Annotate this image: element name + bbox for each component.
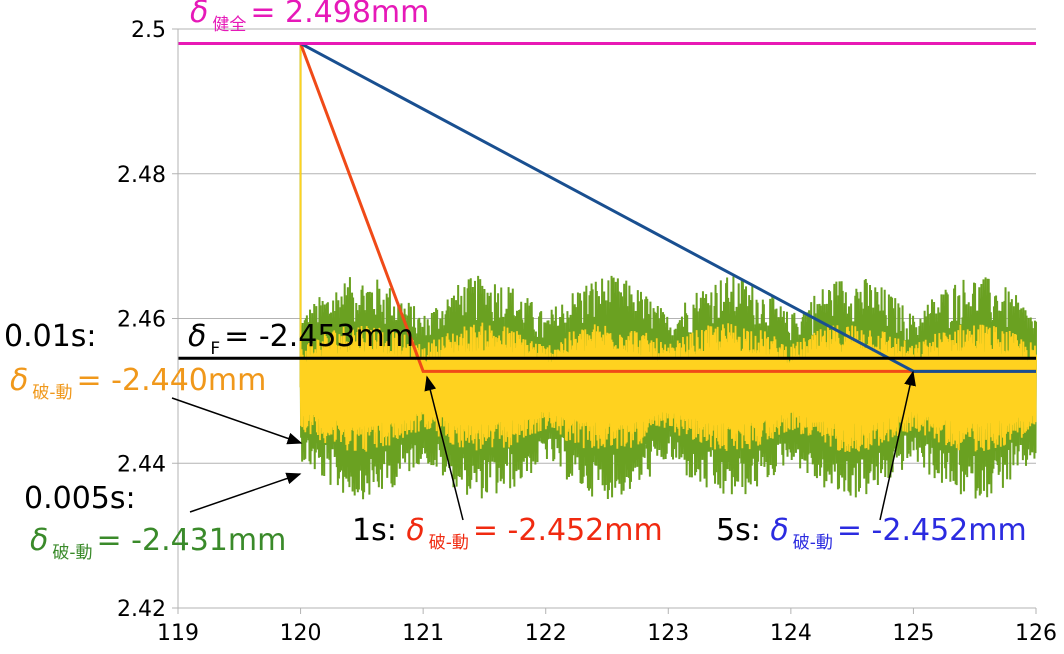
annotation-1s: 1s: δ 破-動 = -2.452mm bbox=[352, 513, 663, 552]
subscript-1s: 破-動 bbox=[428, 533, 469, 553]
delta-symbol: δ bbox=[190, 0, 209, 30]
annotation-001s-value: δ 破-動 = -2.440mm bbox=[10, 363, 267, 402]
x-tick-label: 122 bbox=[525, 621, 567, 646]
time-1s: 1s: bbox=[352, 513, 397, 548]
annotation-0005s-value: δ 破-動 = -2.431mm bbox=[30, 523, 287, 562]
x-tick-label: 120 bbox=[280, 621, 322, 646]
delta-symbol: δ bbox=[406, 513, 425, 548]
subscript-healthy: 健全 bbox=[212, 15, 247, 35]
value-0005s: = -2.431mm bbox=[96, 523, 287, 558]
series-line-1 bbox=[299, 43, 1037, 452]
y-tick-label: 2.48 bbox=[117, 163, 166, 188]
value-healthy: = 2.498mm bbox=[250, 0, 430, 30]
annotation-arrow-0 bbox=[171, 397, 303, 445]
delta-symbol: δ bbox=[188, 319, 207, 354]
time-5s: 5s: bbox=[716, 513, 761, 548]
x-tick-label: 119 bbox=[157, 621, 199, 646]
axes bbox=[172, 28, 1037, 614]
annotation-arrows bbox=[171, 370, 916, 521]
value-flush: = -2.453mm bbox=[224, 319, 414, 354]
annotation-0005s-time: 0.005s: bbox=[24, 484, 136, 514]
subscript-flush: F bbox=[210, 339, 221, 359]
value-001s: = -2.440mm bbox=[76, 363, 267, 398]
annotation-arrow-3 bbox=[879, 370, 916, 521]
annotation-arrow-1 bbox=[189, 472, 302, 513]
x-tick-label: 121 bbox=[402, 621, 444, 646]
y-tick-label: 2.42 bbox=[117, 597, 166, 622]
time-0005s: 0.005s: bbox=[24, 481, 136, 516]
x-tick-label: 125 bbox=[892, 621, 934, 646]
value-5s: = -2.452mm bbox=[836, 513, 1027, 548]
subscript-5s: 破-動 bbox=[792, 533, 833, 553]
annotation-001s-time: 0.01s: bbox=[4, 322, 97, 352]
delta-symbol: δ bbox=[770, 513, 789, 548]
x-tick-label: 124 bbox=[770, 621, 812, 646]
annotation-5s: 5s: δ 破-動 = -2.452mm bbox=[716, 513, 1027, 552]
tick-labels: 2.42 2.44 2.46 2.48 2.5 119 120 121 122 123 124 125… bbox=[117, 18, 1057, 646]
subscript-0005s: 破-動 bbox=[52, 543, 93, 563]
reference-lines bbox=[178, 41, 1036, 360]
y-tick-label: 2.44 bbox=[117, 452, 166, 477]
delta-symbol: δ bbox=[10, 363, 29, 398]
annotation-flush: δ F = -2.453mm bbox=[188, 319, 414, 358]
series-lines bbox=[299, 42, 1037, 500]
series-line-2 bbox=[299, 42, 1036, 373]
time-001s: 0.01s: bbox=[4, 319, 97, 354]
y-tick-label: 2.46 bbox=[117, 308, 166, 333]
y-tick-label: 2.5 bbox=[131, 18, 166, 43]
x-tick-label: 123 bbox=[647, 621, 689, 646]
annotation-arrow-2 bbox=[424, 375, 464, 521]
delta-symbol: δ bbox=[30, 523, 49, 558]
subscript-001s: 破-動 bbox=[32, 383, 73, 403]
x-tick-label: 126 bbox=[1015, 621, 1057, 646]
annotation-healthy: δ 健全 = 2.498mm bbox=[190, 0, 430, 34]
value-1s: = -2.452mm bbox=[472, 513, 663, 548]
